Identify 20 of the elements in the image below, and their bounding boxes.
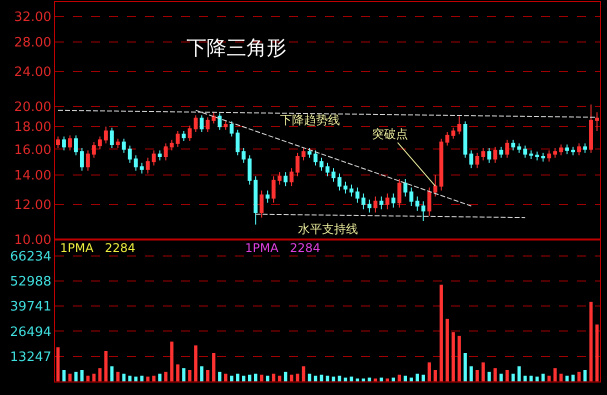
annotation: 1PMA 2284: [245, 241, 320, 255]
y-tick-label: 13247: [10, 350, 52, 365]
text: 下降三角形: [186, 35, 287, 60]
annotation: 1PMA 2284: [60, 241, 136, 255]
y-tick-label: 20.00: [14, 100, 52, 115]
y-tick-label: 28.00: [14, 36, 52, 50]
y-tick-label: 18.00: [14, 120, 52, 136]
y-tick-label: 14.00: [14, 168, 52, 184]
y-tick-label: 16.00: [14, 142, 52, 158]
y-tick-label: 32.00: [14, 10, 52, 25]
series-label: 水平支持线: [298, 222, 358, 236]
series-label: 下降趋势线: [280, 113, 340, 127]
y-tick-label: 24.00: [14, 65, 52, 80]
y-tick-label: 66234: [10, 249, 52, 264]
y-tick-label: 12.00: [14, 198, 52, 213]
y-tick-label: 26494: [10, 324, 52, 340]
y-tick-label: 39741: [10, 300, 52, 315]
y-tick-label: 52988: [10, 274, 52, 290]
annotation: 突破点: [372, 127, 408, 141]
y-tick-label: 10.00: [14, 232, 52, 248]
